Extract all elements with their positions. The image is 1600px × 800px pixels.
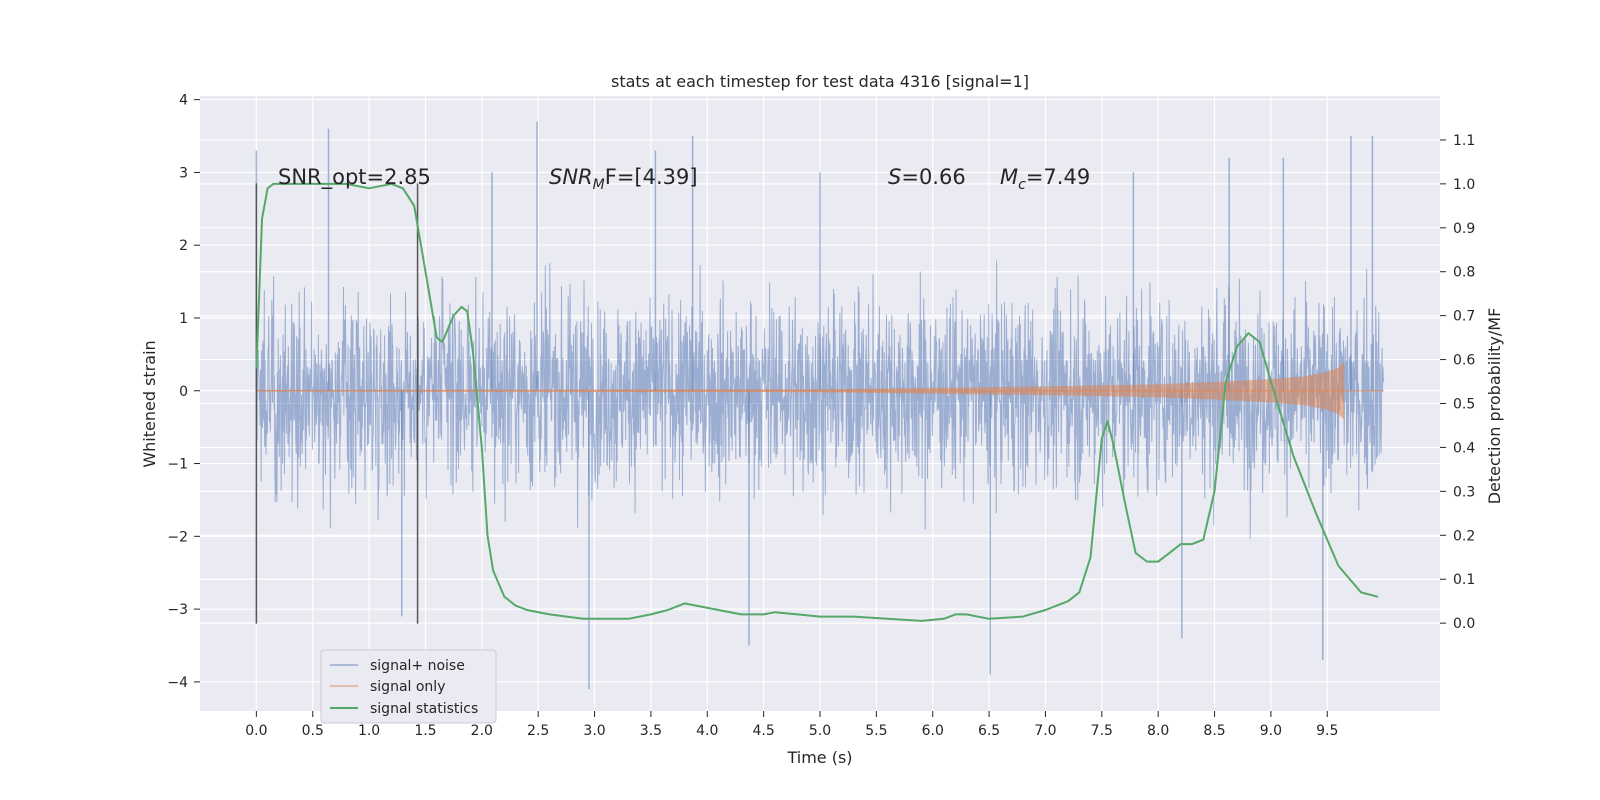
y-axis-label: Whitened strain [140,340,159,467]
x-tick-label: 9.0 [1260,723,1282,739]
y-tick-label: −2 [167,529,188,545]
y-axis-ticks: 4 3 2 1 0 −1 −2 −3 −4 [167,93,200,691]
legend-box [320,649,497,724]
y2-tick-label: 0.0 [1453,616,1475,632]
x-tick-label: 4.5 [753,723,775,739]
y-tick-label: −4 [167,675,188,691]
x-tick-label: 2.0 [471,723,493,739]
y2-tick-label: 0.3 [1453,484,1475,500]
x-tick-label: 2.5 [527,723,549,739]
chart-title: stats at each timestep for test data 431… [611,72,1029,91]
x-tick-label: 1.5 [414,723,436,739]
x-axis-ticks: 0.0 0.5 1.0 1.5 2.0 2.5 3.0 3.5 4.0 4.5 5.0 5.5 6.0 6… [245,711,1338,739]
statistics-series [255,182,1379,622]
y2-axis-ticks: 1.1 1.0 0.9 0.8 0.7 0.6 0.5 0.4 0.3 0.2 0.1 0.0 [1440,133,1475,632]
signal-only-series [256,361,1384,420]
annotations: SNR_opt=2.85 SNRMF=[4.39] S=0.66 Mc=7.49 [278,165,1090,193]
x-tick-label: 4.0 [696,723,718,739]
y2-tick-label: 0.5 [1453,397,1475,413]
y-tick-label: 0 [179,384,188,400]
y2-tick-label: 1.0 [1453,177,1475,193]
annotation-s-value: =0.66 [901,165,965,189]
x-tick-label: 0.5 [302,723,324,739]
annotation-snr-opt: SNR_opt=2.85 [278,165,431,190]
y-tick-label: −3 [167,602,188,618]
x-tick-label: 7.5 [1091,723,1113,739]
x-axis-label: Time (s) [786,748,852,767]
x-tick-label: 1.0 [358,723,380,739]
y2-tick-label: 0.8 [1453,265,1475,281]
y2-tick-label: 0.9 [1453,221,1475,237]
y2-tick-label: 0.7 [1453,309,1475,325]
annotation-mc: Mc=7.49 [1000,165,1090,193]
annotation-mc-symbol: M [1000,165,1018,189]
y-tick-label: 2 [179,238,188,254]
x-tick-label: 5.5 [865,723,887,739]
y-tick-label: −1 [167,457,188,473]
annotation-s-symbol: S [888,165,901,189]
x-tick-label: 8.5 [1203,723,1225,739]
legend-label-signal: signal only [370,679,445,695]
x-tick-label: 8.0 [1147,723,1169,739]
x-tick-label: 3.5 [640,723,662,739]
annotation-snr-mf-value: F=[4.39] [605,165,698,189]
noise-series [255,121,1385,690]
legend-label-noise: signal+ noise [370,658,465,674]
x-tick-label: 6.5 [978,723,1000,739]
x-tick-label: 6.0 [922,723,944,739]
x-tick-label: 7.0 [1034,723,1056,739]
y2-tick-label: 0.4 [1453,440,1475,456]
legend: signal+ noise signal only signal statist… [320,649,497,724]
x-tick-label: 0.0 [245,723,267,739]
annotation-mc-value: =7.49 [1026,165,1090,189]
y2-tick-label: 0.1 [1453,572,1475,588]
annotation-snr-mf-sub: M [593,177,605,193]
y2-tick-label: 0.6 [1453,353,1475,369]
statistics-line [255,182,1379,622]
annotation-mc-sub: c [1018,177,1026,193]
x-tick-label: 9.5 [1316,723,1338,739]
y2-tick-label: 0.2 [1453,528,1475,544]
vertical-markers [255,183,419,624]
annotation-snr-mf: SNRMF=[4.39] [549,165,698,193]
annotation-s: S=0.66 [888,165,966,189]
legend-label-stats: signal statistics [370,701,478,717]
x-tick-label: 5.0 [809,723,831,739]
y2-tick-label: 1.1 [1453,133,1475,149]
y2-axis-label: Detection probability/MF [1485,308,1504,505]
y-tick-label: 3 [179,165,188,181]
annotation-snr-mf-main: SNR [549,165,593,189]
y-tick-label: 1 [179,311,188,327]
x-tick-label: 3.0 [583,723,605,739]
y-tick-label: 4 [179,93,188,109]
